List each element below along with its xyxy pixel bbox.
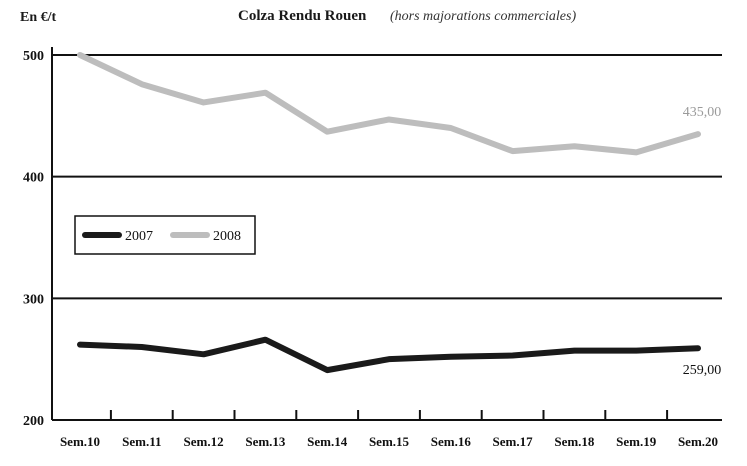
x-tick-label: Sem.20 [678,434,718,449]
chart-subtitle: (hors majorations commerciales) [390,9,577,24]
x-tick-label: Sem.16 [431,434,472,449]
y-axis-label: En €/t [20,10,57,25]
chart-title: Colza Rendu Rouen [238,8,367,24]
data-label-2007: 259,00 [683,363,722,378]
y-tick-label: 200 [23,414,44,429]
x-tick-label: Sem.15 [369,434,410,449]
x-tick-label: Sem.13 [245,434,286,449]
data-label-2008: 435,00 [683,105,722,120]
x-tick-label: Sem.14 [307,434,348,449]
y-tick-label: 400 [23,171,44,186]
series-line-2007 [77,336,701,374]
x-tick-label: Sem.11 [122,434,161,449]
x-tick-label: Sem.12 [184,434,224,449]
x-tick-label: Sem.17 [493,434,534,449]
y-tick-label: 500 [23,49,44,64]
series-line-2008 [77,52,701,156]
x-tick-label: Sem.18 [554,434,595,449]
x-tick-label: Sem.19 [616,434,657,449]
legend-label-2007: 2007 [125,229,153,244]
legend-label-2008: 2008 [213,229,241,244]
x-tick-label: Sem.10 [60,434,100,449]
y-tick-label: 300 [23,292,44,307]
